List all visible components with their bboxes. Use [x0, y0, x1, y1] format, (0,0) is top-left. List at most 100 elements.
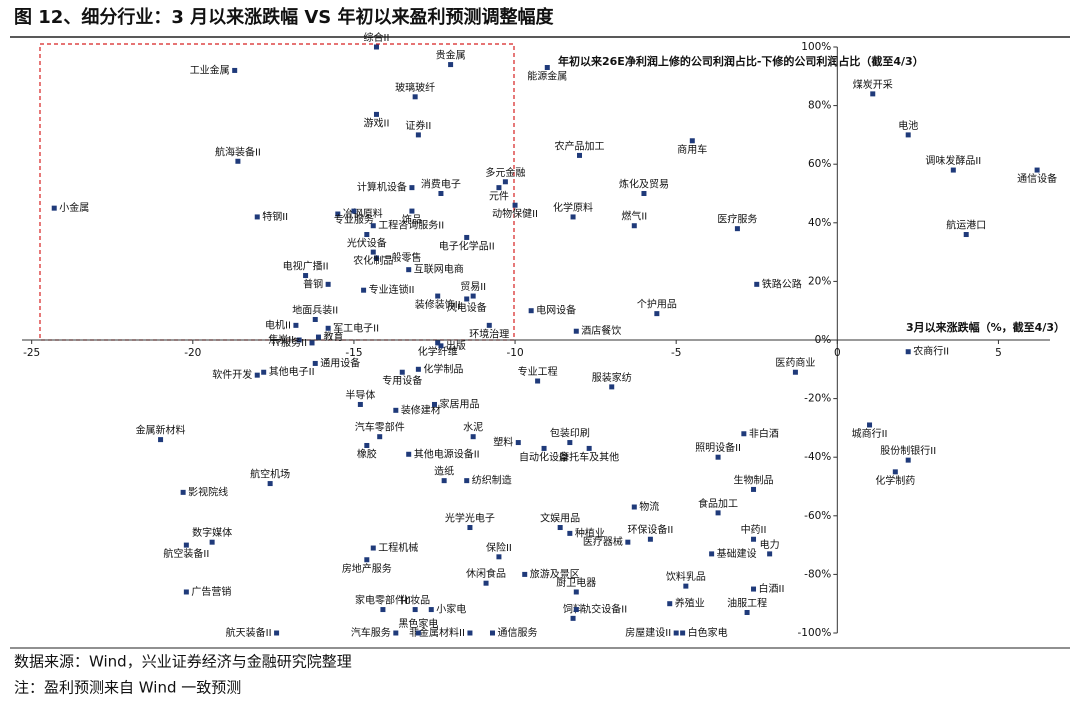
point [312, 316, 318, 322]
point [303, 273, 309, 279]
point [573, 589, 579, 595]
point [380, 607, 386, 613]
point [647, 536, 653, 542]
point-label: 种植业 [575, 526, 605, 539]
point [470, 293, 476, 299]
point [905, 457, 911, 463]
point [528, 308, 534, 314]
point [535, 378, 541, 384]
point-label: 酒店餐饮 [581, 324, 621, 337]
point-label: 照明设备II [695, 441, 741, 454]
point [792, 369, 798, 375]
point [1034, 167, 1040, 173]
point [357, 401, 363, 407]
x-annotation: 3月以来涨跌幅（%，截至4/3） [906, 320, 1065, 334]
point [370, 223, 376, 229]
point [667, 601, 673, 607]
point [364, 232, 370, 238]
point [415, 366, 421, 372]
point-label: 非金属材料II [409, 626, 465, 639]
point [373, 44, 379, 50]
point [435, 340, 441, 346]
point [335, 211, 341, 217]
point [409, 208, 415, 214]
point-label: 工程咨询服务II [378, 219, 444, 232]
point [870, 91, 876, 97]
point-label: 证券II [405, 119, 431, 132]
point-label: 专用设备 [382, 374, 422, 387]
point-label: 工程机械 [378, 541, 418, 554]
point [309, 340, 315, 346]
point-label: 电视广播II [283, 260, 329, 273]
point [406, 267, 412, 273]
point [867, 422, 873, 428]
point-label: 厨卫电器 [556, 576, 596, 589]
point-label: 非白酒 [749, 427, 779, 440]
point [364, 442, 370, 448]
x-tick-label: -10 [506, 347, 523, 359]
point [631, 223, 637, 229]
point-label: 广告营销 [191, 585, 231, 598]
point-label: 特钢II [262, 210, 288, 223]
point-label: 城商行II [852, 427, 888, 440]
point [483, 580, 489, 586]
y-tick-label: -80% [804, 568, 831, 580]
point-label: 化学制品 [423, 362, 463, 375]
point [370, 249, 376, 255]
point [325, 325, 331, 331]
point-label: 造纸 [434, 465, 454, 478]
point [767, 551, 773, 557]
point-label: 普钢 [303, 277, 323, 290]
point [235, 158, 241, 164]
point [464, 296, 470, 302]
chart-title: 图 12、细分行业：3 月以来涨跌幅 VS 年初以来盈利预测调整幅度 [14, 6, 555, 28]
point [393, 407, 399, 413]
point [428, 607, 434, 613]
point-label: 铁路公路 [762, 277, 802, 290]
y-tick-label: 40% [808, 217, 831, 229]
point-label: 光学光电子 [445, 512, 495, 525]
point [232, 67, 238, 73]
point-label: 电力 [760, 538, 780, 551]
point [464, 234, 470, 240]
point-label: 休闲食品 [466, 567, 506, 580]
point [573, 328, 579, 334]
point [364, 557, 370, 563]
point [441, 478, 447, 484]
point [254, 372, 260, 378]
point-label: 炼化及贸易 [619, 178, 669, 191]
point-label: 教育 [323, 330, 343, 343]
point [715, 454, 721, 460]
point [467, 525, 473, 531]
point-label: 军工电子II [333, 321, 379, 334]
point [502, 179, 508, 185]
point [296, 337, 302, 343]
point-label: 黑色家电 [398, 617, 438, 630]
point-label: 地面兵装II [292, 303, 338, 316]
point-label: 专业服务 [334, 213, 374, 226]
point [515, 440, 521, 446]
point-label: 游戏II [364, 116, 390, 129]
point-label: 自动化设备 [519, 450, 569, 463]
point-label: 软件开发 [212, 368, 252, 381]
point-label: 能源金属 [527, 70, 567, 83]
point-label: 玻璃玻纤 [395, 81, 435, 94]
point [361, 287, 367, 293]
y-tick-label: -40% [804, 451, 831, 463]
point-label: 化妆品 [400, 594, 430, 607]
y-tick-label: -60% [804, 510, 831, 522]
point [496, 185, 502, 191]
point [544, 65, 550, 71]
point-label: 保险II [486, 541, 512, 554]
point-label: 航运港口 [946, 219, 986, 232]
point-label: 养殖业 [675, 597, 705, 610]
point-label: 医疗器械 [583, 535, 623, 548]
point [393, 630, 399, 636]
point-label: 水泥 [463, 421, 483, 434]
point [261, 369, 267, 375]
point-label: 焦炭II [268, 333, 294, 346]
point-label: 汽车零部件 [355, 421, 405, 434]
point-label: 光伏设备 [347, 237, 387, 250]
point-label: 通信服务 [497, 626, 537, 639]
point-label: 物流 [639, 500, 659, 513]
